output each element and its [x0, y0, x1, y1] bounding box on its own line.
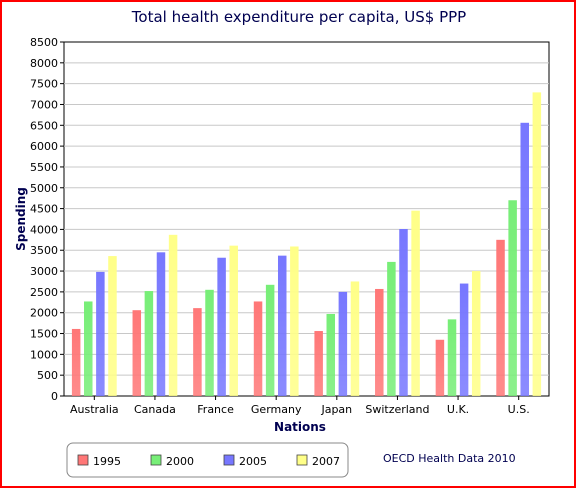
bar-canada-2007 [168, 234, 178, 396]
bar-canada-2005 [156, 252, 166, 396]
legend-label-2000: 2000 [166, 455, 194, 468]
y-tick-label: 2000 [30, 307, 58, 320]
x-axis-title: Nations [274, 420, 326, 434]
legend-swatch-1995 [77, 454, 89, 466]
y-tick-label: 3500 [30, 244, 58, 257]
bar-australia-2000 [84, 301, 93, 396]
legend-box [66, 442, 349, 478]
y-tick-label: 1500 [30, 328, 58, 341]
bar-japan-2005 [338, 291, 348, 396]
bar-switzerland-2000 [387, 261, 396, 396]
bar-australia-2005 [96, 271, 105, 396]
bar-us-2000 [508, 200, 517, 396]
source-note: OECD Health Data 2010 [383, 452, 516, 465]
y-tick-label: 7500 [30, 78, 58, 91]
y-tick-label: 8500 [30, 36, 58, 49]
bar-canada-2000 [144, 291, 154, 396]
y-tick-label: 7000 [30, 98, 58, 111]
bars [71, 92, 542, 397]
bar-france-2007 [229, 245, 238, 396]
x-axis-ticks: Australia Canada France Germany Japan Switzer… [70, 396, 530, 416]
legend-label-2005: 2005 [239, 455, 267, 468]
x-tick-label: Canada [134, 403, 176, 416]
x-tick-label: Switzerland [365, 403, 429, 416]
y-axis-ticks: 0 500 1000 1500 2000 2500 3000 3500 4000 4500 5000… [30, 36, 64, 403]
y-axis-title: Spending [14, 187, 28, 251]
y-tick-label: 0 [51, 390, 58, 403]
y-tick-label: 2500 [30, 286, 58, 299]
x-tick-label: Germany [251, 403, 302, 416]
y-tick-label: 500 [37, 369, 58, 382]
bar-germany-1995 [253, 301, 263, 396]
y-tick-label: 3000 [30, 265, 58, 278]
bar-uk-2005 [459, 283, 469, 396]
y-tick-label: 1000 [30, 348, 58, 361]
bar-us-2007 [532, 92, 542, 396]
bar-switzerland-1995 [375, 288, 384, 396]
legend: 1995 2000 2005 2007 [77, 454, 340, 468]
bar-us-1995 [496, 239, 505, 396]
y-tick-label: 4500 [30, 203, 58, 216]
x-tick-label: Japan [320, 403, 352, 416]
x-tick-label: U.K. [447, 403, 469, 416]
bar-france-2000 [205, 289, 214, 396]
y-tick-label: 6500 [30, 119, 58, 132]
bar-germany-2000 [265, 284, 275, 396]
bar-france-2005 [217, 257, 226, 396]
bar-germany-2005 [277, 255, 287, 396]
legend-swatch-2005 [223, 454, 235, 466]
bar-australia-1995 [71, 328, 81, 396]
y-tick-label: 5500 [30, 161, 58, 174]
bar-uk-2000 [447, 319, 457, 396]
bar-japan-1995 [314, 331, 323, 396]
bar-france-1995 [193, 308, 202, 396]
legend-swatch-2007 [296, 454, 308, 466]
legend-swatch-2000 [150, 454, 162, 466]
y-tick-label: 5000 [30, 182, 58, 195]
bar-japan-2000 [326, 313, 336, 396]
bar-switzerland-2005 [399, 228, 408, 396]
bar-us-2005 [520, 122, 529, 397]
legend-label-1995: 1995 [93, 455, 121, 468]
y-tick-label: 6000 [30, 140, 58, 153]
bar-uk-2007 [471, 271, 481, 396]
y-tick-label: 4000 [30, 223, 58, 236]
chart-title: Total health expenditure per capita, US$… [131, 8, 466, 26]
bar-japan-2007 [350, 281, 360, 396]
bar-canada-1995 [132, 310, 142, 396]
bar-germany-2007 [290, 246, 299, 396]
y-tick-label: 8000 [30, 57, 58, 70]
legend-label-2007: 2007 [312, 455, 340, 468]
x-tick-label: Australia [70, 403, 119, 416]
bar-uk-1995 [435, 339, 445, 396]
x-tick-label: France [197, 403, 234, 416]
x-tick-label: U.S. [508, 403, 530, 416]
bar-switzerland-2007 [411, 210, 420, 396]
bar-australia-2007 [108, 256, 117, 396]
